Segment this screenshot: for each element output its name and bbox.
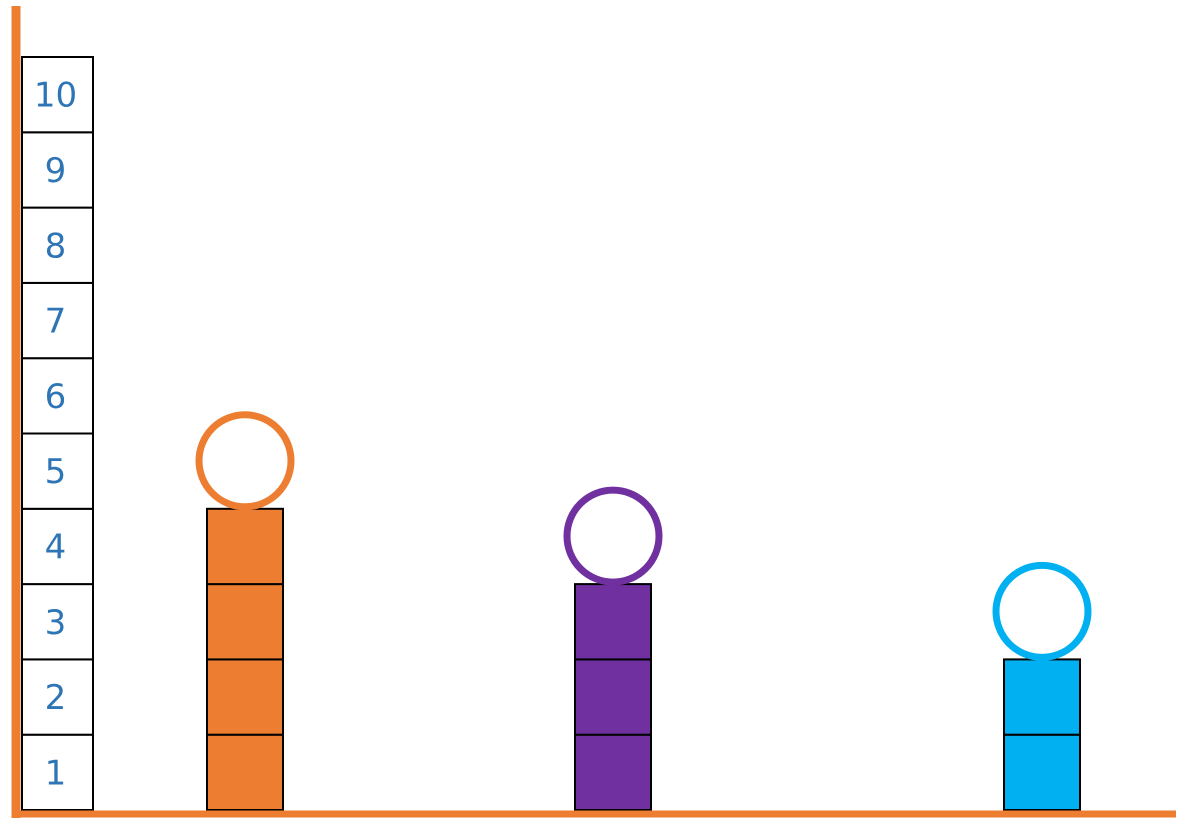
bar-cube <box>574 658 652 736</box>
scale-cell <box>21 131 94 209</box>
number-scale: 1 2 3 4 5 6 7 8 9 10 <box>21 56 94 812</box>
answer-circles <box>195 411 1092 661</box>
scale-cell <box>21 658 94 736</box>
scale-cell <box>21 507 94 586</box>
bar-cube <box>1003 658 1081 736</box>
answer-circle[interactable] <box>195 411 295 511</box>
y-tick-label: 10 <box>34 76 77 116</box>
scale-cell <box>21 56 94 134</box>
bar-cube <box>206 658 284 736</box>
answer-circle[interactable] <box>563 486 663 586</box>
y-tick-label: 8 <box>45 226 67 266</box>
scale-cell <box>21 432 94 510</box>
y-tick-label: 4 <box>45 528 67 568</box>
bar-cube <box>1003 733 1081 812</box>
scale-cell <box>21 281 94 360</box>
y-tick-label: 9 <box>45 151 67 191</box>
y-tick-label: 6 <box>45 377 67 417</box>
scale-cell <box>21 357 94 435</box>
bar-cube <box>206 583 284 661</box>
bar-cube <box>574 583 652 661</box>
y-tick-label: 5 <box>45 452 67 492</box>
scale-cell <box>21 733 94 812</box>
bar-cube <box>574 733 652 812</box>
axes <box>11 6 1176 818</box>
y-tick-label: 2 <box>45 678 67 718</box>
bar-cube <box>206 733 284 812</box>
y-tick-label: 7 <box>45 302 67 342</box>
answer-circle[interactable] <box>992 561 1092 661</box>
y-tick-label: 1 <box>45 753 67 793</box>
scale-cell <box>21 206 94 284</box>
bar-cube <box>206 507 284 586</box>
y-tick-label: 3 <box>45 603 67 643</box>
